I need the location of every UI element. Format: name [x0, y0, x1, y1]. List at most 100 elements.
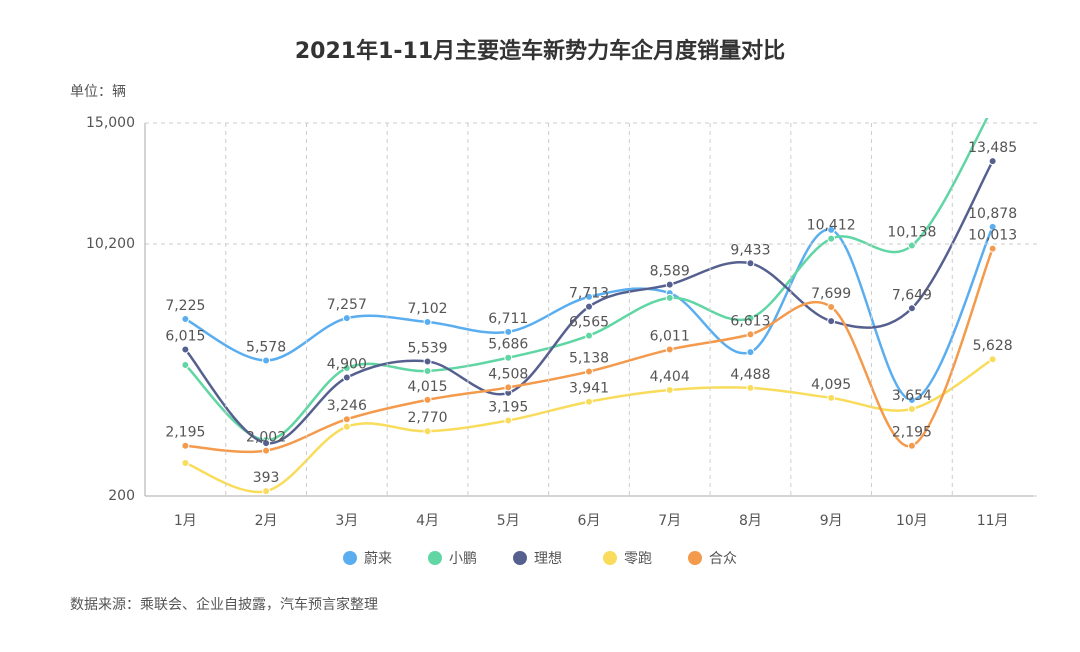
data-label: 5,539: [407, 340, 447, 356]
data-point: [423, 366, 432, 375]
data-point: [181, 441, 190, 450]
data-label: 7,257: [327, 297, 367, 313]
data-point: [342, 373, 351, 382]
x-tick-label: 5月: [497, 513, 520, 529]
x-tick-label: 9月: [820, 513, 843, 529]
data-point: [342, 415, 351, 424]
x-tick-label: 7月: [658, 513, 681, 529]
data-label: 7,699: [811, 286, 851, 302]
data-point: [585, 331, 593, 340]
data-label: 5,686: [488, 337, 528, 353]
data-point: [827, 225, 836, 234]
data-point: [262, 356, 271, 365]
legend-label: 合众: [709, 551, 737, 567]
data-point: [504, 383, 513, 392]
data-point: [907, 441, 916, 450]
legend-marker: [688, 551, 702, 565]
data-point: [585, 292, 593, 301]
data-label: 6,011: [650, 329, 690, 345]
data-point: [423, 357, 432, 366]
data-label: 4,095: [811, 377, 851, 393]
data-point: [746, 314, 755, 323]
data-label: 6,613: [730, 313, 770, 329]
data-point: [746, 330, 755, 339]
data-point: [342, 422, 351, 431]
y-tick-label: 10,200: [86, 236, 135, 252]
plot-area: [181, 104, 997, 496]
data-label: 4,508: [488, 366, 528, 382]
data-point: [827, 303, 836, 312]
data-point: [342, 314, 351, 323]
x-tick-label: 3月: [335, 513, 358, 529]
x-tick-label: 1月: [174, 513, 197, 529]
data-point: [989, 104, 996, 111]
data-label: 6,711: [488, 311, 528, 327]
data-point: [262, 439, 271, 448]
data-point: [665, 293, 674, 302]
data-label: 4,900: [327, 357, 367, 373]
data-label: 3,941: [569, 381, 609, 397]
data-label: 2,002: [246, 430, 286, 446]
legend-label: 小鹏: [449, 551, 477, 567]
data-label: 4,015: [407, 379, 447, 395]
data-label: 7,713: [569, 286, 609, 302]
data-label: 5,578: [246, 339, 286, 355]
data-point: [907, 404, 916, 413]
data-label: 4,488: [730, 367, 770, 383]
x-tick-label: 2月: [255, 513, 278, 529]
y-tick-label: 200: [108, 488, 135, 504]
data-point: [665, 386, 674, 395]
legend-label: 蔚来: [364, 551, 392, 567]
data-point: [504, 353, 513, 362]
data-label: 5,628: [973, 338, 1013, 354]
legend-label: 理想: [534, 551, 562, 567]
data-point: [423, 318, 432, 327]
data-label: 3,246: [327, 398, 367, 414]
data-point: [827, 234, 836, 243]
data-point: [907, 241, 916, 250]
legend-marker: [513, 551, 527, 565]
x-tick-label: 4月: [416, 513, 439, 529]
data-point: [504, 327, 513, 336]
data-point: [907, 304, 916, 313]
data-label: 3,654: [892, 388, 932, 404]
x-tick-label: 6月: [578, 513, 601, 529]
chart-title: 2021年1-11月主要造车新势力车企月度销量对比: [295, 38, 785, 64]
data-point: [746, 348, 755, 357]
data-point: [827, 317, 836, 326]
data-label: 2,195: [892, 425, 932, 441]
data-point: [504, 416, 513, 425]
data-point: [988, 244, 997, 253]
data-point: [827, 393, 836, 402]
data-point: [423, 395, 432, 404]
data-point: [665, 280, 674, 289]
data-point: [181, 458, 190, 467]
legend-marker: [428, 551, 442, 565]
data-point: [262, 487, 271, 496]
data-label: 6,565: [569, 315, 609, 331]
data-label: 393: [253, 470, 280, 486]
data-point: [907, 395, 916, 404]
data-label: 4,404: [650, 369, 690, 385]
data-point: [746, 383, 755, 392]
data-label: 10,013: [968, 228, 1017, 244]
x-tick-label: 11月: [977, 513, 1009, 529]
data-point: [423, 427, 432, 436]
data-label: 2,195: [165, 425, 205, 441]
data-label: 7,225: [165, 298, 205, 314]
legend-label: 零跑: [624, 551, 652, 567]
legend-marker: [603, 551, 617, 565]
data-point: [585, 302, 593, 311]
data-point: [585, 397, 593, 406]
data-label: 8,589: [650, 264, 690, 280]
data-label: 5,138: [569, 351, 609, 367]
data-label: 10,878: [968, 206, 1017, 222]
data-point: [746, 259, 755, 268]
data-point: [181, 360, 190, 369]
data-point: [262, 446, 271, 455]
data-label: 10,138: [887, 225, 936, 241]
series-line: [185, 248, 994, 454]
data-label: 13,485: [968, 140, 1017, 156]
data-label: 7,102: [407, 301, 447, 317]
